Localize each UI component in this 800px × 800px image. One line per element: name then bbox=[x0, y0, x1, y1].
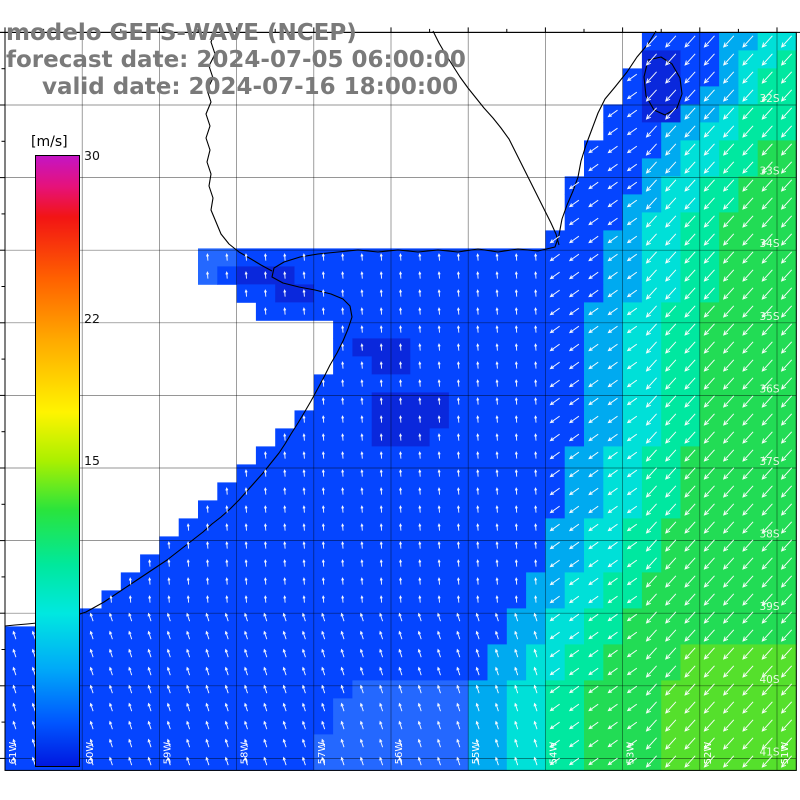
coastline-path bbox=[432, 30, 560, 246]
longitude-label: 51W bbox=[780, 742, 791, 765]
longitude-label: 55W bbox=[471, 742, 482, 765]
colorbar-unit-label: [m/s] bbox=[31, 134, 68, 150]
longitude-label: 61W bbox=[8, 742, 19, 765]
longitude-label: 54W bbox=[548, 742, 559, 765]
forecast-date: forecast date: 2024-07-05 06:00:00 bbox=[6, 47, 466, 73]
latitude-label: 32S bbox=[760, 93, 780, 105]
graticule bbox=[0, 27, 800, 771]
colorbar-tick-label: 15 bbox=[84, 453, 100, 468]
coastline-path bbox=[4, 30, 657, 627]
latitude-label: 38S bbox=[760, 529, 780, 541]
longitude-label: 59W bbox=[162, 742, 173, 765]
latitude-label: 36S bbox=[760, 383, 780, 395]
latitude-labels: 32S 33S 34S 35S 36S 37S 38S 39S 40S 41S bbox=[760, 93, 780, 758]
longitude-label: 56W bbox=[394, 742, 405, 765]
latitude-label: 35S bbox=[760, 311, 780, 323]
longitude-label: 57W bbox=[317, 742, 328, 765]
latitude-label: 39S bbox=[760, 601, 780, 613]
coastline-path bbox=[205, 30, 273, 272]
map-header: modelo GEFS-WAVE (NCEP) forecast date: 2… bbox=[6, 20, 466, 101]
map-frame bbox=[4, 31, 797, 771]
longitude-labels: 61W 60W 59W 58W 57W 56W 55W 54W 53W 52W 51W bbox=[8, 742, 791, 765]
model-title: modelo GEFS-WAVE (NCEP) bbox=[6, 20, 357, 46]
longitude-label: 58W bbox=[240, 742, 251, 765]
latitude-label: 34S bbox=[760, 238, 780, 250]
longitude-label: 52W bbox=[703, 742, 714, 765]
latitude-label: 41S bbox=[760, 746, 780, 758]
latitude-label: 40S bbox=[760, 674, 780, 686]
colorbar-tick-label: 30 bbox=[84, 148, 100, 163]
coastline bbox=[4, 30, 683, 627]
longitude-label: 53W bbox=[626, 742, 637, 765]
latitude-label: 37S bbox=[760, 456, 780, 468]
colorbar: [m/s] 30 22 15 bbox=[31, 134, 100, 767]
longitude-label: 60W bbox=[85, 742, 96, 765]
valid-date: valid date: 2024-07-16 18:00:00 bbox=[42, 74, 459, 100]
colorbar-tick-label: 22 bbox=[84, 310, 100, 326]
latitude-label: 33S bbox=[760, 166, 780, 178]
colorbar-gradient bbox=[36, 156, 79, 766]
